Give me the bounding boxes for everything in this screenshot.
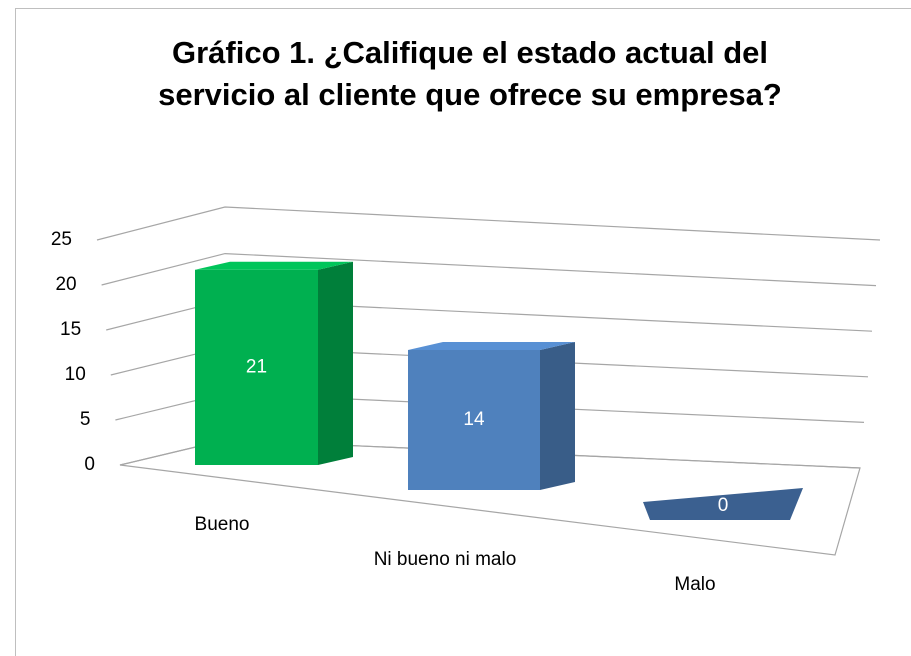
y-tick-label: 5 [80, 409, 91, 430]
y-tick-label: 10 [65, 364, 86, 385]
bar-side [318, 261, 353, 465]
data-label: 21 [246, 356, 267, 377]
y-tick-label: 20 [55, 274, 76, 295]
data-label: 0 [718, 495, 729, 516]
bar-top [195, 261, 353, 270]
chart-border [15, 8, 911, 656]
bar-top [408, 342, 575, 350]
bar-top [643, 488, 803, 520]
x-tick-label: Bueno [195, 514, 250, 535]
grid-line [101, 252, 877, 287]
bar-front [408, 350, 540, 490]
bar-front [195, 269, 318, 465]
grid-line [96, 206, 881, 241]
y-tick-label: 15 [60, 319, 81, 340]
bar-side [540, 342, 575, 490]
y-tick-label: 25 [51, 229, 72, 250]
y-tick-label: 0 [84, 454, 95, 475]
chart-title: Gráfico 1. ¿Califique el estado actual d… [158, 35, 782, 112]
x-tick-label: Malo [674, 574, 715, 595]
x-tick-label: Ni bueno ni malo [374, 549, 517, 570]
data-label: 14 [463, 409, 485, 430]
